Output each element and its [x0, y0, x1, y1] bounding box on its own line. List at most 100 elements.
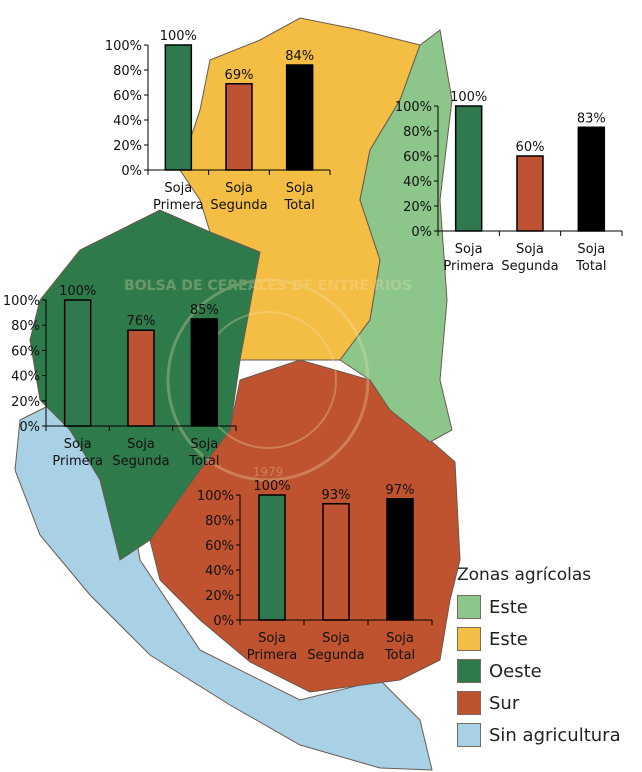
x-tick-label: Total [575, 259, 606, 274]
bar [322, 503, 350, 621]
x-tick-label: Primera [52, 454, 103, 469]
legend-swatch [457, 627, 481, 651]
y-tick-label: 60% [403, 150, 432, 165]
y-tick-label: 100% [105, 39, 142, 54]
legend-item: Este [457, 623, 621, 655]
y-tick-label: 20% [11, 395, 40, 410]
legend-swatch [457, 723, 481, 747]
bar-chart-este: 0% 20% 40% 60% 80% 100% 100% Soja Primera 60% Soja… [395, 90, 623, 274]
data-label: 97% [386, 483, 415, 498]
legend-label: Oeste [489, 660, 542, 682]
watermark-text: BOLSA DE CEREALES DE ENTRE RIOS [124, 278, 412, 294]
x-tick-label: Soja [286, 181, 314, 196]
x-tick-label: Soja [516, 242, 544, 257]
data-label: 100% [160, 29, 197, 44]
x-tick-label: Soja [258, 631, 286, 646]
legend-label: Sur [489, 692, 520, 714]
y-tick-label: 20% [403, 200, 432, 215]
y-tick-label: 20% [205, 589, 234, 604]
bar [164, 44, 193, 171]
legend-swatch [457, 595, 481, 619]
bar [190, 318, 219, 427]
y-tick-label: 80% [11, 319, 40, 334]
data-label: 85% [190, 303, 219, 318]
legend: Zonas agrícolas Este Este Oeste Sur Sin agri… [457, 565, 621, 751]
x-tick-label: Soja [386, 631, 414, 646]
x-tick-label: Segunda [307, 648, 364, 663]
data-label: 84% [285, 49, 314, 64]
legend-swatch [457, 691, 481, 715]
x-tick-label: Segunda [210, 198, 267, 213]
legend-item: Sin agricultura [457, 719, 621, 751]
y-tick-label: 100% [395, 100, 432, 115]
x-tick-label: Soja [127, 437, 155, 452]
bar-chart-sur: 0% 20% 40% 60% 80% 100% 100% Soja Primera 93% Soja… [197, 479, 433, 663]
legend-item: Oeste [457, 655, 621, 687]
bar-chart-oeste: 0% 20% 40% 60% 80% 100% 100% Soja Primera 76% Soja… [3, 284, 237, 469]
y-tick-label: 60% [205, 539, 234, 554]
y-tick-label: 20% [113, 139, 142, 154]
data-label: 93% [322, 488, 351, 503]
data-label: 100% [450, 90, 487, 105]
zone-este [339, 29, 453, 443]
x-tick-label: Primera [443, 259, 494, 274]
y-tick-label: 40% [205, 564, 234, 579]
legend-label: Este [489, 596, 528, 618]
y-tick-label: 80% [113, 64, 142, 79]
data-label: 100% [253, 479, 290, 494]
x-tick-label: Total [188, 454, 219, 469]
x-tick-label: Soja [225, 181, 253, 196]
x-tick-label: Total [384, 648, 415, 663]
y-tick-label: 0% [411, 225, 432, 240]
y-tick-label: 80% [205, 514, 234, 529]
bar [577, 126, 606, 232]
data-label: 83% [577, 111, 606, 126]
y-tick-label: 0% [19, 420, 40, 435]
x-tick-label: Total [283, 198, 314, 213]
y-tick-label: 100% [3, 294, 40, 309]
data-label: 69% [225, 68, 254, 83]
y-tick-label: 0% [213, 614, 234, 629]
watermark-year: 1979 [253, 465, 284, 479]
legend-swatch [457, 659, 481, 683]
legend-title: Zonas agrícolas [457, 565, 592, 585]
x-tick-label: Soja [190, 437, 218, 452]
x-tick-label: Soja [577, 242, 605, 257]
bar [516, 155, 544, 232]
data-label: 76% [127, 314, 156, 329]
x-tick-label: Soja [164, 181, 192, 196]
x-tick-label: Primera [153, 198, 204, 213]
bar [285, 64, 314, 171]
y-tick-label: 100% [197, 489, 234, 504]
data-label: 100% [59, 284, 96, 299]
bar-chart-norte: 0% 20% 40% 60% 80% 100% 100% Soja Primera 69% Soja… [105, 29, 331, 213]
x-tick-label: Soja [322, 631, 350, 646]
bar [386, 498, 414, 621]
y-tick-label: 60% [113, 89, 142, 104]
y-tick-label: 40% [403, 175, 432, 190]
legend-item: Sur [457, 687, 621, 719]
x-tick-label: Soja [455, 242, 483, 257]
watermark-seal: BOLSA DE CEREALES DE ENTRE RIOS 1979 [124, 278, 412, 482]
zone-sur [149, 359, 461, 693]
bar [127, 329, 155, 427]
legend-label: Este [489, 628, 528, 650]
y-tick-label: 80% [403, 125, 432, 140]
legend-label: Sin agricultura [489, 724, 621, 746]
bar [454, 105, 483, 232]
y-tick-label: 0% [121, 164, 142, 179]
data-label: 60% [516, 140, 545, 155]
bar [63, 299, 92, 427]
x-tick-label: Segunda [112, 454, 169, 469]
y-tick-label: 40% [11, 370, 40, 385]
x-tick-label: Segunda [501, 259, 558, 274]
bar [225, 83, 253, 171]
bar [258, 494, 286, 621]
y-tick-label: 60% [11, 344, 40, 359]
x-tick-label: Soja [64, 437, 92, 452]
x-tick-label: Primera [247, 648, 298, 663]
legend-item: Este [457, 591, 621, 623]
y-tick-label: 40% [113, 114, 142, 129]
